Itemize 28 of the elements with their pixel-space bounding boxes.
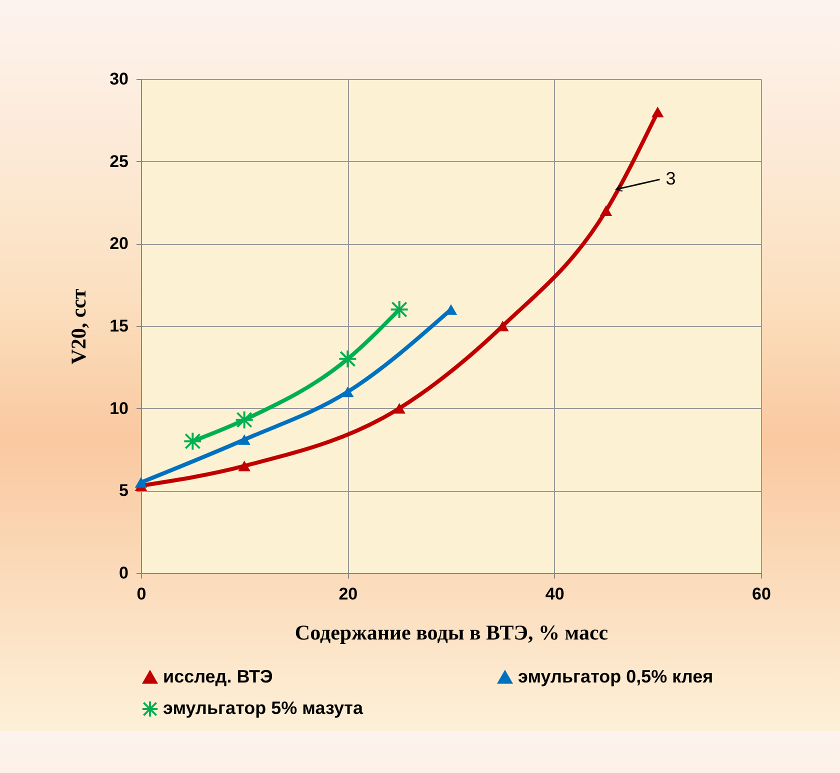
point [652, 106, 664, 118]
y-tick-label: 20 [110, 234, 128, 254]
y-tick-label: 30 [110, 70, 128, 88]
point [338, 349, 358, 368]
point [234, 410, 254, 430]
legend-label: эмульгатор 5% мазута [163, 698, 364, 718]
x-tick-label: 40 [545, 584, 564, 604]
point [393, 403, 406, 414]
y-tick-label: 25 [110, 152, 128, 171]
point [600, 205, 612, 216]
point [238, 460, 250, 472]
x-axis-title: Содержание воды в ВТЭ, % масс [294, 620, 608, 644]
point [390, 300, 409, 320]
legend-label: эмульгатор 0,5% клея [518, 666, 714, 686]
y-tick-label: 10 [110, 398, 128, 418]
y-tick-label: 15 [110, 316, 128, 336]
legend-label: исслед. ВТЭ [163, 666, 274, 686]
x-tick-label: 0 [136, 584, 146, 604]
point [134, 477, 148, 488]
y-tick-label: 0 [119, 564, 128, 582]
point [238, 434, 250, 445]
x-tick-label: 20 [338, 584, 358, 604]
x-tick-label: 60 [752, 584, 771, 604]
point [342, 386, 354, 398]
annotation: 3 [666, 168, 676, 188]
y-tick-label: 5 [119, 481, 128, 500]
y-axis-title: V20, сст [66, 288, 91, 364]
point [183, 432, 202, 451]
